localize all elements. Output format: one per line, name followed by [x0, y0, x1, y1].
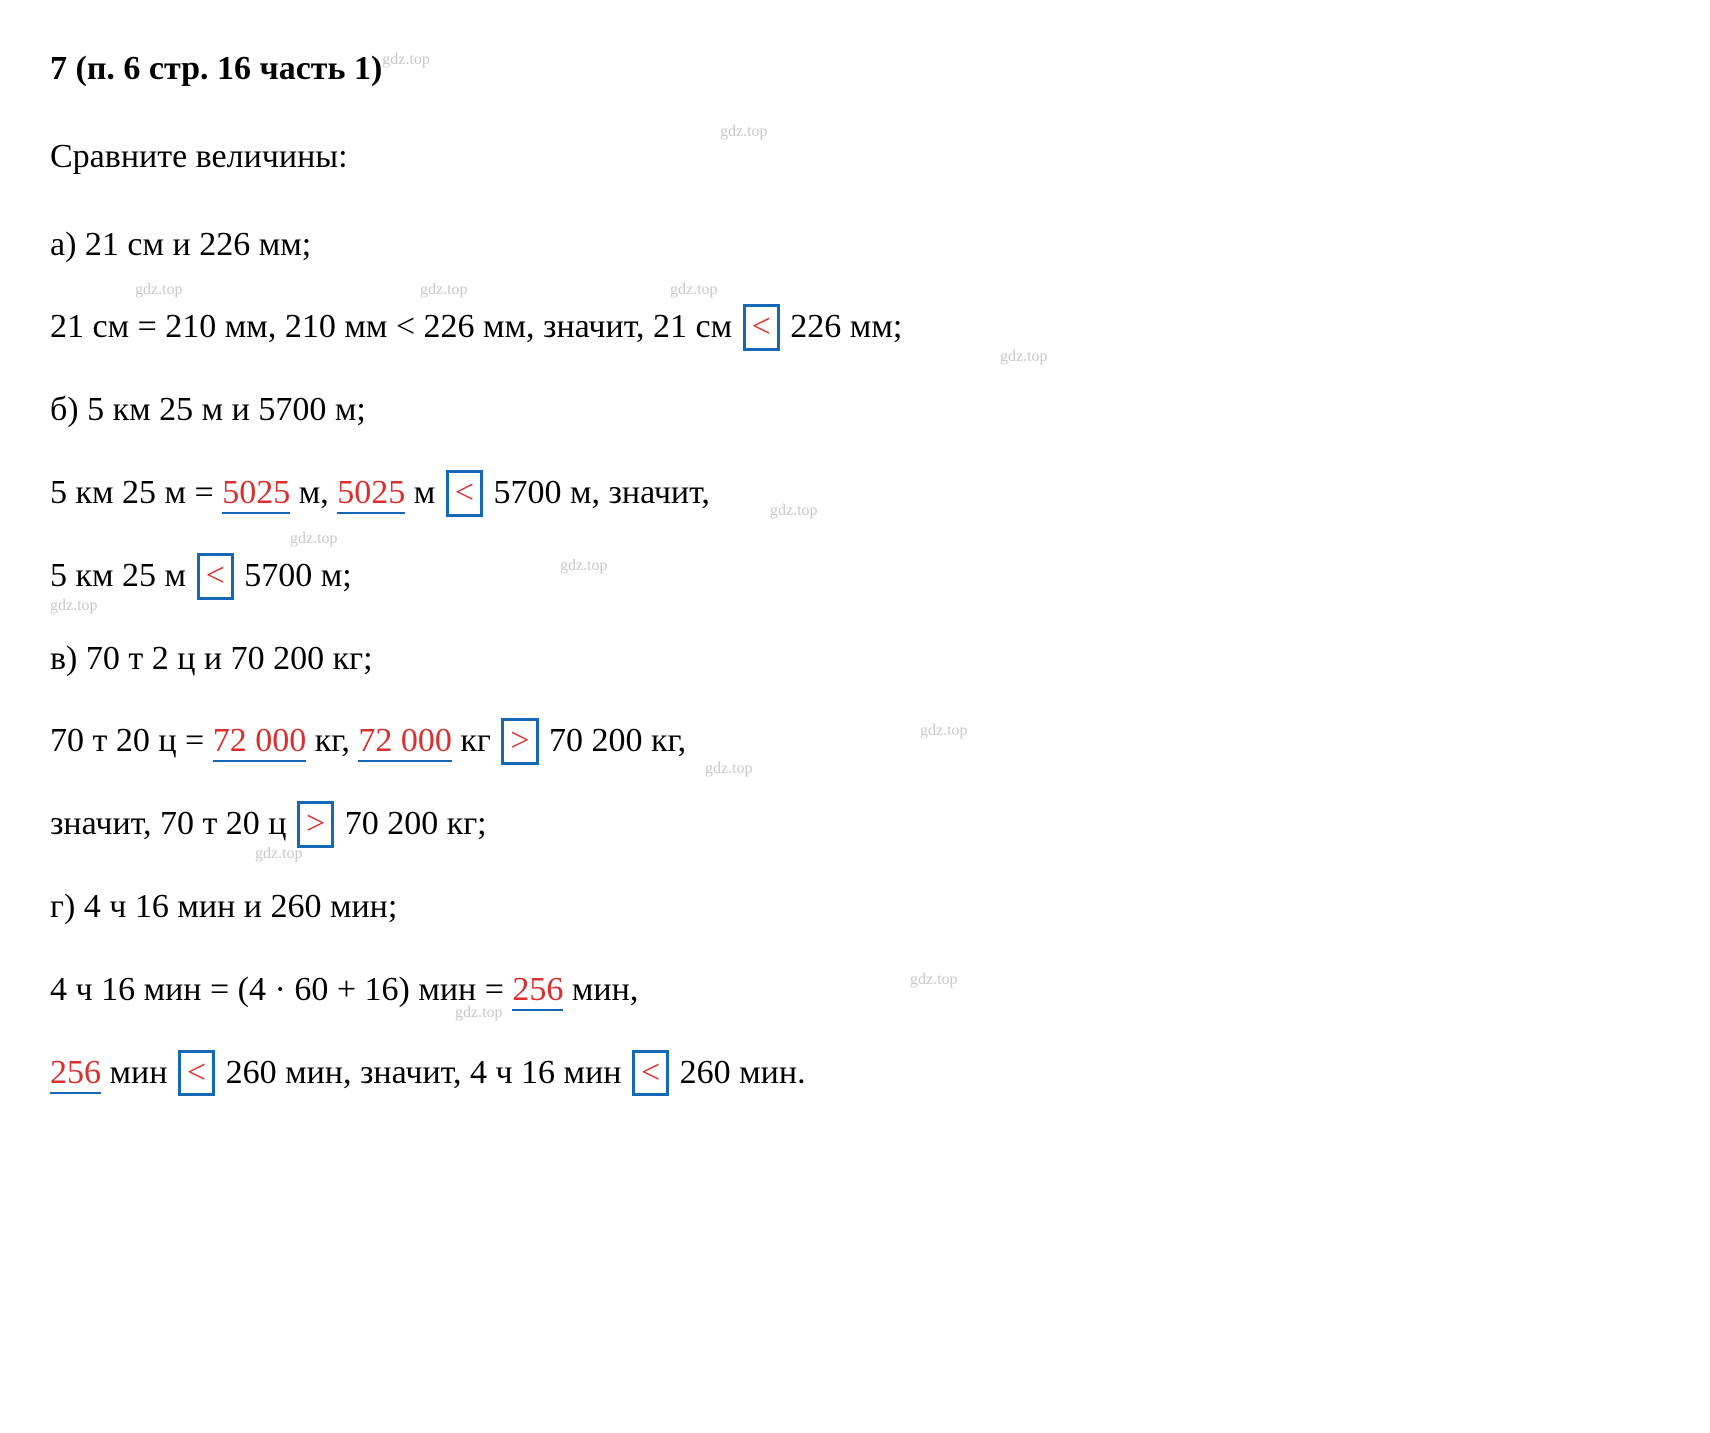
text-segment: м	[405, 474, 444, 511]
text-segment: 70 200 кг,	[541, 722, 687, 759]
solution-post: 226 мм;	[790, 308, 902, 345]
intro-text: Сравните величины: gdz.top	[50, 128, 1660, 186]
question-text: а) 21 см и 226 мм;	[50, 226, 311, 263]
solution-pre: 21 см = 210 мм, 210 мм < 226 мм, значит,…	[50, 308, 741, 345]
part-d-question: г) 4 ч 16 мин и 260 мин;	[50, 878, 1660, 936]
part-b-solution-1: 5 км 25 м = 5025 м, 5025 м < 5700 м, зна…	[50, 464, 1660, 522]
watermark-icon: gdz.top	[382, 51, 430, 68]
part-c: в) 70 т 2 ц и 70 200 кг; 70 т 20 ц = 72 …	[50, 630, 1660, 853]
text-segment: значит, 70 т 20 ц	[50, 805, 295, 842]
watermark-icon: gdz.top	[255, 840, 303, 867]
watermark-icon: gdz.top	[1000, 343, 1048, 370]
part-b: б) 5 км 25 м и 5700 м; 5 км 25 м = 5025 …	[50, 381, 1660, 604]
watermark-icon: gdz.top	[705, 755, 753, 782]
watermark-icon: gdz.top	[910, 966, 958, 993]
computed-value: 256	[50, 1054, 101, 1094]
computed-value: 5025	[222, 474, 290, 514]
watermark-icon: gdz.top	[560, 552, 608, 579]
watermark-icon: gdz.top	[290, 525, 338, 552]
part-d-solution-1: 4 ч 16 мин = (4 · 60 + 16) мин = 256 мин…	[50, 961, 1660, 1019]
text-segment: мин	[101, 1054, 176, 1091]
text-segment: кг,	[306, 722, 358, 759]
part-c-solution-2: значит, 70 т 20 ц > 70 200 кг; gdz.top	[50, 795, 1660, 853]
part-b-solution-2: gdz.top gdz.top 5 км 25 м < 5700 м; gdz.…	[50, 547, 1660, 605]
question-text: г) 4 ч 16 мин и 260 мин;	[50, 888, 397, 925]
watermark-icon: gdz.top	[720, 118, 768, 145]
comparison-box: <	[446, 470, 483, 517]
part-a-solution: gdz.top gdz.top gdz.top 21 см = 210 мм, …	[50, 298, 1660, 356]
watermark-icon: gdz.top	[420, 276, 468, 303]
computed-value: 256	[512, 971, 563, 1011]
comparison-box: >	[501, 718, 538, 765]
watermark-icon: gdz.top	[920, 717, 968, 744]
text-segment: 70 т 20 ц =	[50, 722, 213, 759]
watermark-icon: gdz.top	[770, 497, 818, 524]
question-text: б) 5 км 25 м и 5700 м;	[50, 391, 366, 428]
computed-value: 72 000	[213, 722, 307, 762]
comparison-box: <	[197, 553, 234, 600]
comparison-box: >	[297, 801, 334, 848]
computed-value: 72 000	[358, 722, 452, 762]
intro-content: Сравните величины:	[50, 138, 348, 175]
part-d: г) 4 ч 16 мин и 260 мин; 4 ч 16 мин = (4…	[50, 878, 1660, 1101]
computed-value: 5025	[337, 474, 405, 514]
question-text: в) 70 т 2 ц и 70 200 кг;	[50, 640, 373, 677]
part-b-question: б) 5 км 25 м и 5700 м;	[50, 381, 1660, 439]
text-segment: 5700 м, значит,	[485, 474, 710, 511]
text-segment: мин,	[563, 971, 638, 1008]
comparison-box: <	[743, 304, 780, 351]
text-segment: 4 ч 16 мин = (4 · 60 + 16) мин =	[50, 971, 512, 1008]
text-segment: 260 мин.	[671, 1054, 805, 1091]
part-c-question: в) 70 т 2 ц и 70 200 кг;	[50, 630, 1660, 688]
watermark-icon: gdz.top	[670, 276, 718, 303]
text-segment: 5 км 25 м =	[50, 474, 222, 511]
part-a-question: а) 21 см и 226 мм;	[50, 216, 1660, 274]
part-c-solution-1: 70 т 20 ц = 72 000 кг, 72 000 кг > 70 20…	[50, 712, 1660, 770]
text-segment: 5 км 25 м	[50, 557, 195, 594]
watermark-icon: gdz.top	[50, 592, 98, 619]
title-text: 7 (п. 6 стр. 16 часть 1)	[50, 50, 382, 87]
text-segment: 5700 м;	[236, 557, 352, 594]
watermark-icon: gdz.top	[135, 276, 183, 303]
comparison-box: <	[178, 1050, 215, 1097]
text-segment: 260 мин, значит, 4 ч 16 мин	[217, 1054, 630, 1091]
part-d-solution-2: 256 мин < 260 мин, значит, 4 ч 16 мин < …	[50, 1044, 1660, 1102]
problem-title: 7 (п. 6 стр. 16 часть 1)gdz.top	[50, 40, 1660, 98]
text-segment: м,	[290, 474, 337, 511]
comparison-box: <	[632, 1050, 669, 1097]
text-segment: 70 200 кг;	[336, 805, 486, 842]
part-a: а) 21 см и 226 мм; gdz.top gdz.top gdz.t…	[50, 216, 1660, 357]
text-segment: кг	[452, 722, 499, 759]
